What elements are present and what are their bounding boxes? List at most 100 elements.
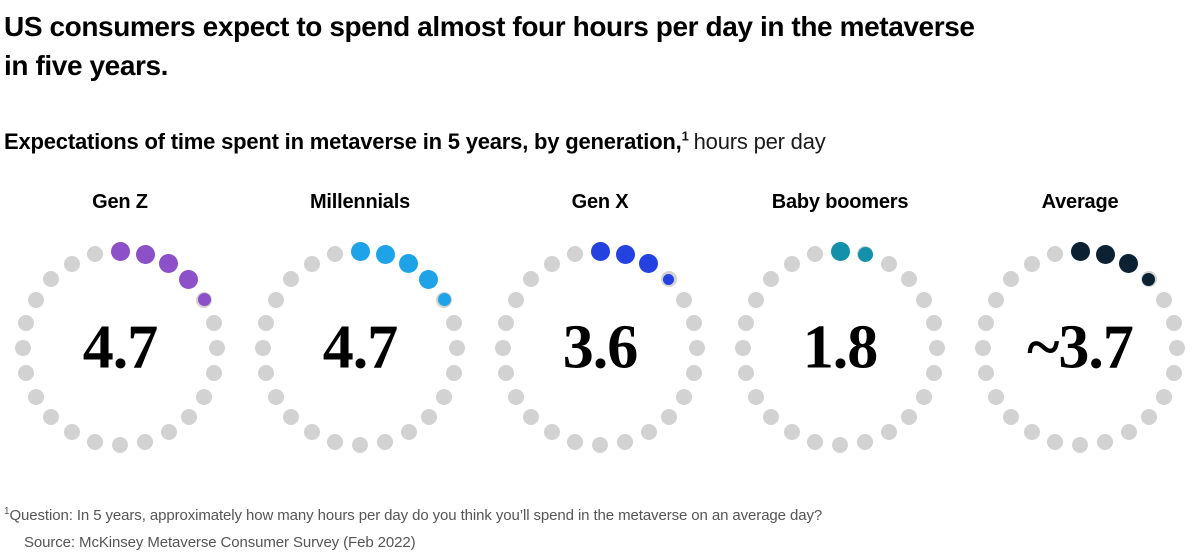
hour-dot-empty xyxy=(258,365,275,382)
hour-dot-empty xyxy=(1165,314,1182,331)
dot-ring xyxy=(960,191,1200,481)
hour-dot-empty xyxy=(685,314,702,331)
chart-subtitle-footnote-marker: 1 xyxy=(681,128,689,144)
hour-dot-empty xyxy=(18,314,35,331)
hour-dot-filled xyxy=(830,241,850,261)
chart-average: Average ~3.7 xyxy=(960,191,1200,481)
hour-dot-empty xyxy=(507,291,524,308)
dot-ring xyxy=(240,191,480,481)
chart-value: 4.7 xyxy=(322,313,398,382)
hour-dot-empty xyxy=(445,365,462,382)
hour-dot-empty xyxy=(43,408,60,425)
hour-dot-filled xyxy=(110,241,130,261)
hour-dot-empty xyxy=(747,388,764,405)
footnote-marker: 1 xyxy=(4,506,10,517)
chart-subtitle-bold: Expectations of time spent in metaverse … xyxy=(4,129,682,154)
hour-dot-filled xyxy=(375,244,395,264)
chart-gen-z: Gen Z 4.7 xyxy=(0,191,240,481)
hour-dot-empty xyxy=(566,433,583,450)
hour-dot-filled xyxy=(399,254,418,274)
chart-label: Gen X xyxy=(571,191,629,213)
hour-dot-empty xyxy=(832,437,848,453)
hour-dot-fraction xyxy=(663,273,675,285)
hour-dot-filled xyxy=(639,254,658,274)
hour-dot-empty xyxy=(495,340,511,356)
footnote-question-text: Question: In 5 years, approximately how … xyxy=(9,507,823,524)
hour-dot-empty xyxy=(566,246,583,263)
hour-dot-empty xyxy=(975,340,991,356)
hour-dot-empty xyxy=(916,291,932,308)
hour-dot-empty xyxy=(523,408,540,425)
chart-subtitle: Expectations of time spent in metaverse … xyxy=(4,129,1184,155)
hour-dot-empty xyxy=(449,340,465,356)
chart-baby-boomers: Baby boomers 1.8 xyxy=(720,191,960,481)
hour-dot-empty xyxy=(987,388,1004,405)
hour-dot-empty xyxy=(255,340,271,356)
hour-dot-empty xyxy=(987,291,1004,308)
hour-dot-empty xyxy=(916,388,932,405)
hour-dot-empty xyxy=(326,433,343,450)
hour-dot-empty xyxy=(900,408,917,425)
hour-dot-empty xyxy=(258,314,275,331)
hour-dot-empty xyxy=(43,271,60,288)
hour-dot-empty xyxy=(880,255,897,272)
hour-dot-empty xyxy=(205,365,222,382)
hour-dot-empty xyxy=(806,246,823,263)
footnote-question: 1Question: In 5 years, approximately how… xyxy=(4,502,1184,529)
hour-dot-empty xyxy=(160,424,177,440)
dot-ring xyxy=(720,191,960,481)
hour-dot-empty xyxy=(283,408,300,425)
hour-dot-empty xyxy=(267,388,284,405)
hour-dot-filled xyxy=(615,244,635,264)
hour-dot-empty xyxy=(1165,365,1182,382)
hour-dot-empty xyxy=(1046,433,1063,450)
hour-dot-empty xyxy=(1156,291,1172,308)
hour-dot-empty xyxy=(326,246,343,263)
hour-dot-empty xyxy=(806,433,823,450)
hour-dot-empty xyxy=(27,388,44,405)
hour-dot-empty xyxy=(1003,271,1020,288)
hour-dot-empty xyxy=(763,271,780,288)
chart-value: 4.7 xyxy=(82,313,158,382)
hour-dot-empty xyxy=(507,388,524,405)
footnote: 1Question: In 5 years, approximately how… xyxy=(4,502,1184,554)
hour-dot-empty xyxy=(929,340,945,356)
hour-dot-empty xyxy=(1072,437,1088,453)
hour-dot-empty xyxy=(1023,424,1040,440)
hour-dot-empty xyxy=(137,433,154,450)
hour-dot-empty xyxy=(1097,433,1114,450)
hour-dot-fraction xyxy=(437,293,451,306)
hour-dot-empty xyxy=(676,291,692,308)
hour-dot-empty xyxy=(1169,340,1185,356)
hour-dot-empty xyxy=(283,271,300,288)
chart-gen-x: Gen X 3.6 xyxy=(480,191,720,481)
hour-dot-empty xyxy=(267,291,284,308)
hour-dot-empty xyxy=(783,255,800,272)
hour-dot-empty xyxy=(978,314,995,331)
hour-dot-empty xyxy=(900,271,917,288)
hour-dot-empty xyxy=(86,433,103,450)
hour-dot-filled xyxy=(159,254,178,274)
hour-dot-empty xyxy=(1140,408,1157,425)
hour-dot-empty xyxy=(738,365,755,382)
hour-dot-empty xyxy=(498,314,515,331)
hour-dot-empty xyxy=(498,365,515,382)
hour-dot-empty xyxy=(436,388,452,405)
hour-dot-empty xyxy=(676,388,692,405)
hour-dot-empty xyxy=(18,365,35,382)
hour-dot-empty xyxy=(377,433,394,450)
hour-dot-empty xyxy=(738,314,755,331)
hour-dot-empty xyxy=(880,424,897,440)
dot-ring-charts-row: Gen Z 4.7 Millennials 4.7 Gen X 3.6 Baby… xyxy=(0,191,1200,481)
chart-millennials: Millennials 4.7 xyxy=(240,191,480,481)
hour-dot-empty xyxy=(63,255,80,272)
hour-dot-filled xyxy=(135,244,155,264)
hour-dot-filled xyxy=(1119,254,1138,274)
hour-dot-empty xyxy=(660,408,677,425)
hour-dot-empty xyxy=(205,314,222,331)
hour-dot-empty xyxy=(445,314,462,331)
hour-dot-filled xyxy=(179,269,199,289)
hour-dot-empty xyxy=(15,340,31,356)
hour-dot-empty xyxy=(420,408,437,425)
